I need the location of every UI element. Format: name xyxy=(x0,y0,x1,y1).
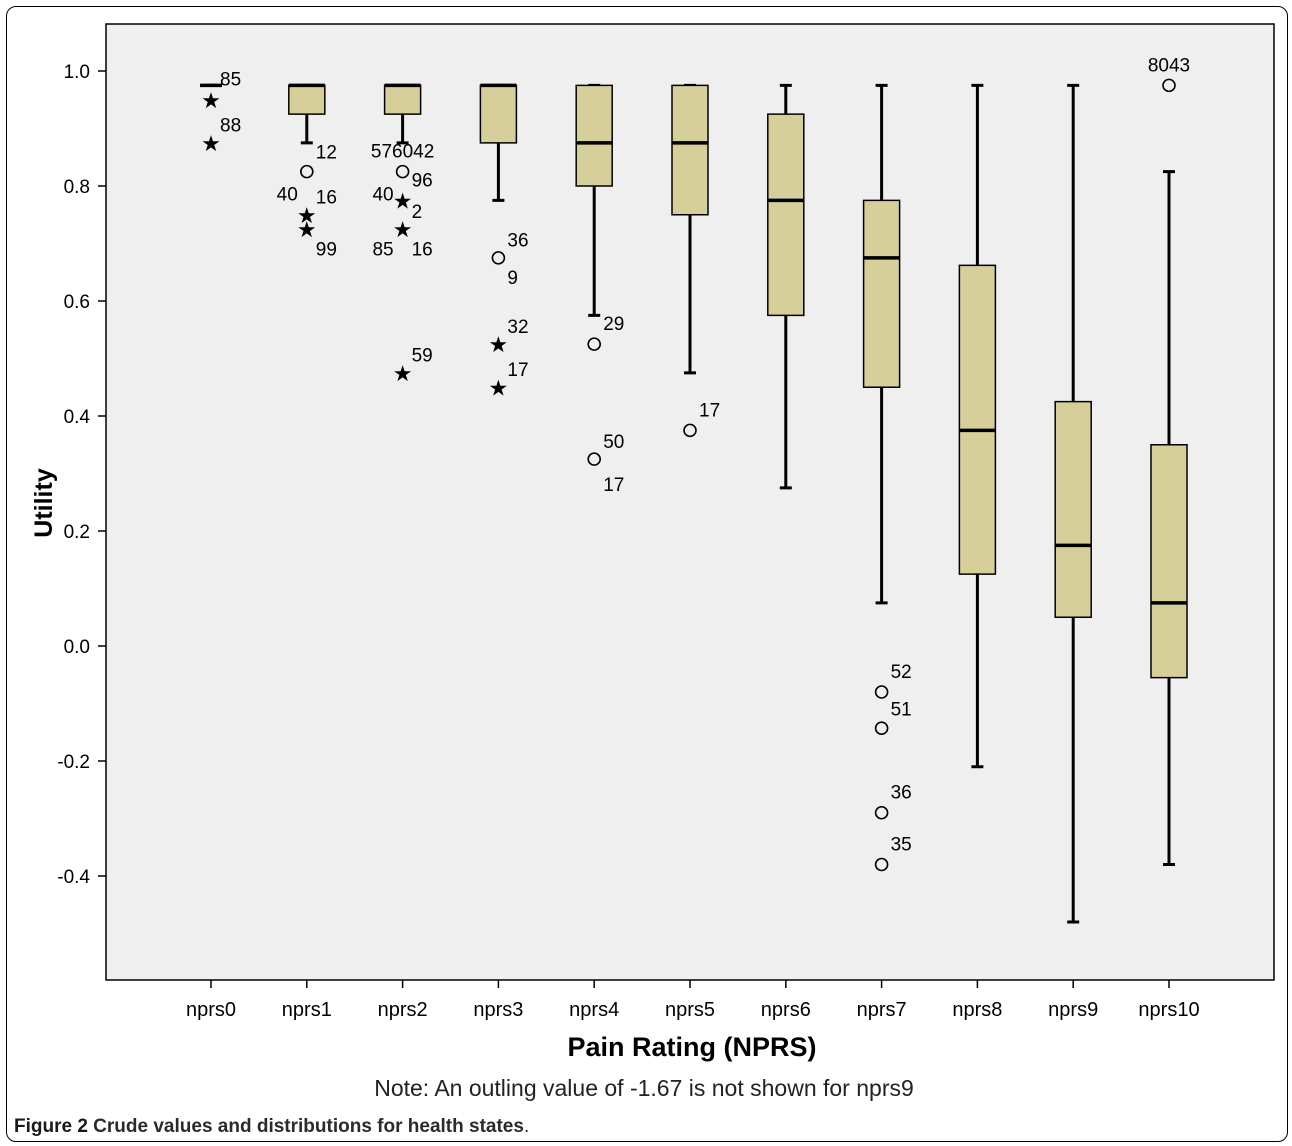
outlier-circle xyxy=(874,721,889,736)
outlier-label: 16 xyxy=(412,239,433,260)
outlier-circle xyxy=(299,164,314,179)
y-axis-label: Utility xyxy=(30,468,58,538)
outlier-circle xyxy=(1162,78,1176,93)
x-axis: nprs0 nprs1 nprs2 nprs3 nprs4 nprs5 nprs6 nprs7… xyxy=(186,980,1200,1021)
caption-label: Figure 2 xyxy=(14,1116,88,1137)
box-iqr xyxy=(288,84,326,115)
y-tick-label: 1.0 xyxy=(64,62,90,83)
outlier-label: 17 xyxy=(603,475,624,496)
box-iqr xyxy=(575,84,613,187)
box-nprs5 xyxy=(671,83,709,375)
box-nprs9 xyxy=(1054,83,1092,924)
outlier-star: ★ xyxy=(393,361,413,386)
box-nprs4 xyxy=(575,83,613,317)
y-tick-label: 0.0 xyxy=(64,637,90,658)
x-tick-label: nprs4 xyxy=(569,999,619,1021)
outlier-label: 12 xyxy=(316,143,337,164)
outlier-label: 32 xyxy=(507,317,528,338)
outlier-label: 36 xyxy=(891,783,912,804)
outlier-label: 16 xyxy=(316,188,337,209)
outlier-label: 99 xyxy=(316,239,337,260)
box-nprs7 xyxy=(862,83,901,605)
boxplot-chart: 1.00.80.60.40.20.0-0.2-0.4 nprs0 nprs1 npr… xyxy=(30,23,1275,1101)
outlier-circle xyxy=(587,452,602,466)
outlier-circle xyxy=(683,423,697,438)
outlier-circle xyxy=(874,685,889,699)
box-nprs8 xyxy=(958,83,997,769)
outlier-label: 17 xyxy=(507,360,528,381)
outlier-star: ★ xyxy=(201,131,221,156)
outlier-star: ★ xyxy=(393,217,413,242)
outlier-labels: 85 88 12 40 16 99 576042 96 40 2 85 16 59 36 9 32 17 29 50… xyxy=(220,55,1190,855)
x-tick-label: nprs0 xyxy=(186,999,236,1021)
x-tick-label: nprs6 xyxy=(761,999,811,1021)
outlier-star: ★ xyxy=(201,88,221,113)
outlier-circle xyxy=(874,857,889,872)
box-iqr xyxy=(767,113,805,317)
box-nprs1 xyxy=(288,83,326,145)
outlier-label: 40 xyxy=(277,185,298,206)
outlier-circle xyxy=(491,251,506,265)
box-nprs6 xyxy=(767,83,805,490)
y-tick-label: -0.2 xyxy=(57,752,90,773)
box-iqr xyxy=(671,84,709,216)
outlier-star: ★ xyxy=(297,203,317,228)
outlier-label: 50 xyxy=(603,432,624,453)
y-tick-label: 0.4 xyxy=(64,407,91,428)
outlier-label: 9 xyxy=(507,268,518,289)
box-iqr xyxy=(1054,400,1092,618)
outlier-label: 51 xyxy=(891,699,912,720)
outliers: ★★★★★★★★★ xyxy=(201,78,1176,872)
outlier-star: ★ xyxy=(297,217,317,242)
outlier-circle xyxy=(587,337,602,351)
box-nprs2 xyxy=(383,83,422,145)
x-tick-label: nprs8 xyxy=(952,999,1002,1021)
outlier-circle xyxy=(395,164,410,179)
outlier-star: ★ xyxy=(489,375,509,400)
outlier-label: 36 xyxy=(507,231,528,252)
x-tick-label: nprs7 xyxy=(857,999,907,1021)
y-tick-label: -0.4 xyxy=(57,867,90,888)
box-nprs3 xyxy=(479,83,518,202)
outlier-label: 2 xyxy=(412,202,423,223)
outlier-label: 8043 xyxy=(1148,55,1190,76)
caption-end: . xyxy=(523,1116,530,1137)
outlier-label: 576042 xyxy=(371,142,434,163)
outlier-label: 35 xyxy=(891,834,912,855)
outlier-star: ★ xyxy=(489,332,509,357)
outlier-label: 29 xyxy=(603,314,624,335)
boxes xyxy=(200,83,1188,924)
x-tick-label: nprs10 xyxy=(1138,999,1199,1021)
chart-note: Note: An outling value of -1.67 is not s… xyxy=(374,1075,914,1101)
outlier-label: 17 xyxy=(699,400,720,421)
outlier-label: 88 xyxy=(220,116,241,137)
figure-caption: Figure 2 Crude values and distributions … xyxy=(14,1116,529,1138)
outlier-label: 59 xyxy=(412,346,433,367)
box-iqr xyxy=(479,84,518,144)
x-tick-label: nprs2 xyxy=(378,999,428,1021)
outlier-label: 52 xyxy=(891,662,912,683)
outlier-star: ★ xyxy=(393,188,413,213)
outlier-label: 40 xyxy=(372,185,393,206)
x-tick-label: nprs9 xyxy=(1048,999,1098,1021)
x-tick-label: nprs3 xyxy=(473,999,523,1021)
x-axis-label: Pain Rating (NPRS) xyxy=(567,1032,816,1062)
x-tick-label: nprs1 xyxy=(282,999,332,1021)
box-iqr xyxy=(958,264,997,575)
outlier-circle xyxy=(874,805,889,820)
y-tick-label: 0.6 xyxy=(64,292,90,313)
outlier-label: 85 xyxy=(220,70,241,91)
box-iqr xyxy=(383,84,422,115)
outlier-label: 85 xyxy=(372,239,393,260)
outlier-label: 96 xyxy=(412,170,433,191)
caption-text: Crude values and distributions for healt… xyxy=(87,1116,524,1137)
y-tick-label: 0.2 xyxy=(64,522,90,543)
box-nprs10 xyxy=(1150,170,1188,866)
box-iqr xyxy=(1150,444,1188,679)
y-tick-label: 0.8 xyxy=(64,177,90,198)
x-tick-label: nprs5 xyxy=(665,999,715,1021)
box-iqr xyxy=(862,199,901,388)
y-axis: 1.0 0.8 0.6 0.4 0.2 0.0 -0.2 -0.4 xyxy=(57,62,106,888)
